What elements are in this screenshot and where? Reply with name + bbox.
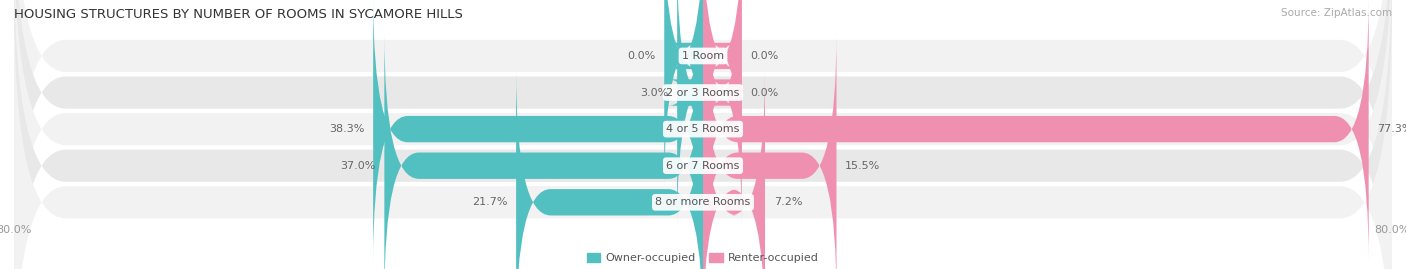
- Text: 8 or more Rooms: 8 or more Rooms: [655, 197, 751, 207]
- FancyBboxPatch shape: [384, 33, 703, 269]
- FancyBboxPatch shape: [664, 0, 703, 189]
- Text: 4 or 5 Rooms: 4 or 5 Rooms: [666, 124, 740, 134]
- FancyBboxPatch shape: [14, 0, 1392, 269]
- FancyBboxPatch shape: [14, 0, 1392, 259]
- Text: HOUSING STRUCTURES BY NUMBER OF ROOMS IN SYCAMORE HILLS: HOUSING STRUCTURES BY NUMBER OF ROOMS IN…: [14, 8, 463, 21]
- Text: 21.7%: 21.7%: [472, 197, 508, 207]
- Text: Source: ZipAtlas.com: Source: ZipAtlas.com: [1281, 8, 1392, 18]
- Text: 3.0%: 3.0%: [640, 87, 669, 98]
- Text: 0.0%: 0.0%: [751, 51, 779, 61]
- FancyBboxPatch shape: [14, 0, 1392, 269]
- Text: 77.3%: 77.3%: [1378, 124, 1406, 134]
- FancyBboxPatch shape: [373, 0, 703, 262]
- Legend: Owner-occupied, Renter-occupied: Owner-occupied, Renter-occupied: [586, 253, 820, 263]
- Text: 15.5%: 15.5%: [845, 161, 880, 171]
- FancyBboxPatch shape: [14, 0, 1392, 269]
- Text: 0.0%: 0.0%: [627, 51, 655, 61]
- FancyBboxPatch shape: [703, 33, 837, 269]
- FancyBboxPatch shape: [14, 0, 1392, 269]
- FancyBboxPatch shape: [669, 0, 711, 226]
- FancyBboxPatch shape: [516, 69, 703, 269]
- Text: 0.0%: 0.0%: [751, 87, 779, 98]
- Text: 1 Room: 1 Room: [682, 51, 724, 61]
- Text: 38.3%: 38.3%: [329, 124, 364, 134]
- FancyBboxPatch shape: [703, 69, 765, 269]
- FancyBboxPatch shape: [703, 0, 742, 189]
- Text: 37.0%: 37.0%: [340, 161, 375, 171]
- Text: 2 or 3 Rooms: 2 or 3 Rooms: [666, 87, 740, 98]
- Text: 7.2%: 7.2%: [773, 197, 801, 207]
- FancyBboxPatch shape: [703, 0, 1368, 262]
- Text: 6 or 7 Rooms: 6 or 7 Rooms: [666, 161, 740, 171]
- FancyBboxPatch shape: [703, 0, 742, 226]
